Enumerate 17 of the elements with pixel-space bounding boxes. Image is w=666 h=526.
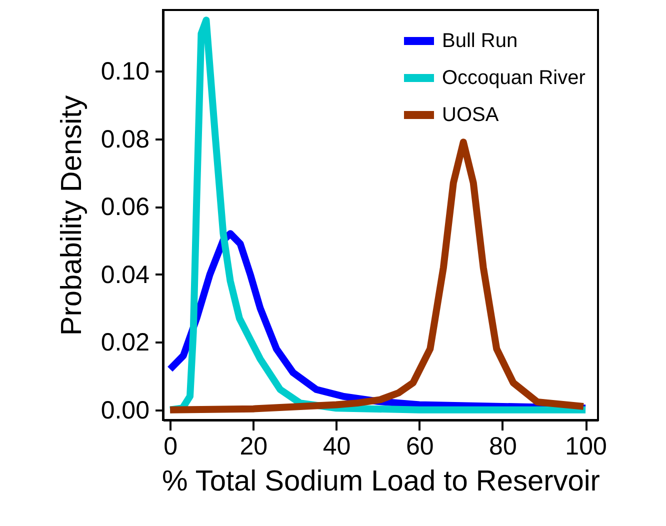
y-tick-label: 0.00 xyxy=(100,396,150,424)
y-tick-label: 0.02 xyxy=(100,328,150,357)
y-tick-label: 0.08 xyxy=(100,125,150,154)
x-tick-label: 100 xyxy=(565,432,607,460)
y-tick-label: 0.10 xyxy=(100,57,150,86)
x-tick-label: 40 xyxy=(322,432,351,460)
y-tick-label: 0.04 xyxy=(100,260,150,289)
x-tick-label: 60 xyxy=(406,432,434,460)
y-tick-label: 0.06 xyxy=(100,193,150,222)
x-axis-title: % Total Sodium Load to Reservoir xyxy=(162,466,600,498)
legend-label: UOSA xyxy=(442,104,500,126)
x-tick-label: 20 xyxy=(240,432,268,460)
y-axis-title: Probability Density xyxy=(56,94,88,336)
x-tick-label: 0 xyxy=(164,432,178,460)
legend-label: Occoquan River xyxy=(442,67,586,89)
x-tick-label: 80 xyxy=(489,432,517,460)
legend-label: Bull Run xyxy=(442,30,518,52)
